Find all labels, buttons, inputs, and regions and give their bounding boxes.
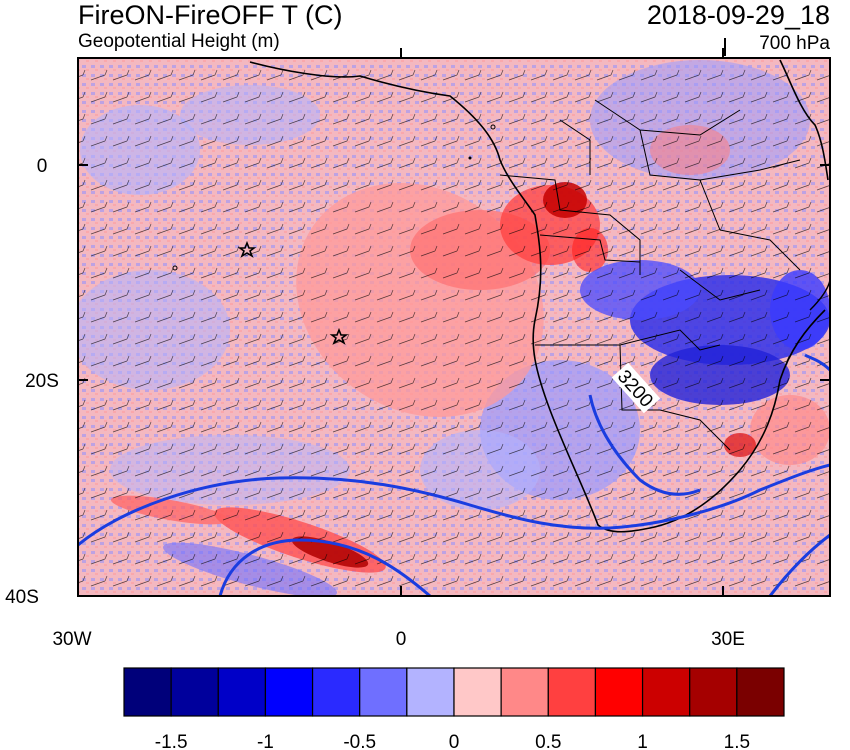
lon-label-30w: 30W [52,629,91,650]
pressure-level: 700 hPa [759,33,830,54]
colorbar-tick-label: 0.5 [535,732,561,750]
colorbar-swatch [406,667,455,717]
africa-coastline [249,61,826,533]
colorbar-tick-label: 1 [637,732,648,750]
wind-barbs [78,58,830,596]
island [172,265,178,271]
star-marker-1 [237,240,257,258]
colorbar-swatch [217,667,267,717]
geopotential-contour [768,533,830,596]
colorbar-tick-label: 1.5 [724,732,750,750]
colorbar-swatch [689,667,738,717]
colorbar-swatch [594,667,644,717]
axis-ticks [77,48,830,596]
colorbar-tick-label: -1 [257,732,274,750]
geopotential-contour [78,463,830,547]
colorbar-labels: -1.5 -1 -0.5 0 0.5 1 1.5 [155,732,750,750]
colorbar-tick-label: -0.5 [343,732,376,750]
colorbar-swatch [359,667,408,717]
colorbar-swatch [311,667,361,717]
colorbar-swatch [170,667,219,717]
colorbar-tick-label: -1.5 [155,732,188,750]
colorbar-swatch [123,667,172,717]
plot-date: 2018-09-29_18 [646,0,830,30]
colorbar [123,667,785,717]
colorbar-swatch [264,667,314,717]
lat-label-20s: 20S [25,371,59,392]
map-frame [77,57,831,597]
plot-subtitle: Geopotential Height (m) [78,31,280,52]
africa-east-coast [779,59,829,181]
lat-label-0: 0 [37,156,48,177]
geopotential-contour [804,353,830,372]
colorbar-swatch [547,667,597,717]
colorbar-swatch [641,667,691,717]
geopotential-contour [218,538,431,596]
lon-label-0: 0 [396,629,407,650]
temperature-difference-field [78,58,830,596]
colorbar-swatch [500,667,549,717]
level-divider [724,38,726,56]
colorbar-swatch [453,667,502,717]
lon-label-30e: 30E [711,629,745,650]
colorbar-tick-label: 0 [449,732,460,750]
lat-label-40s: 40S [5,587,39,608]
geopotential-contour [588,394,701,496]
island [490,124,496,130]
star-marker-2 [329,327,349,345]
colorbar-swatch [736,667,785,717]
plot-title: FireON-FireOFF T (C) [78,0,343,30]
island [468,156,472,160]
